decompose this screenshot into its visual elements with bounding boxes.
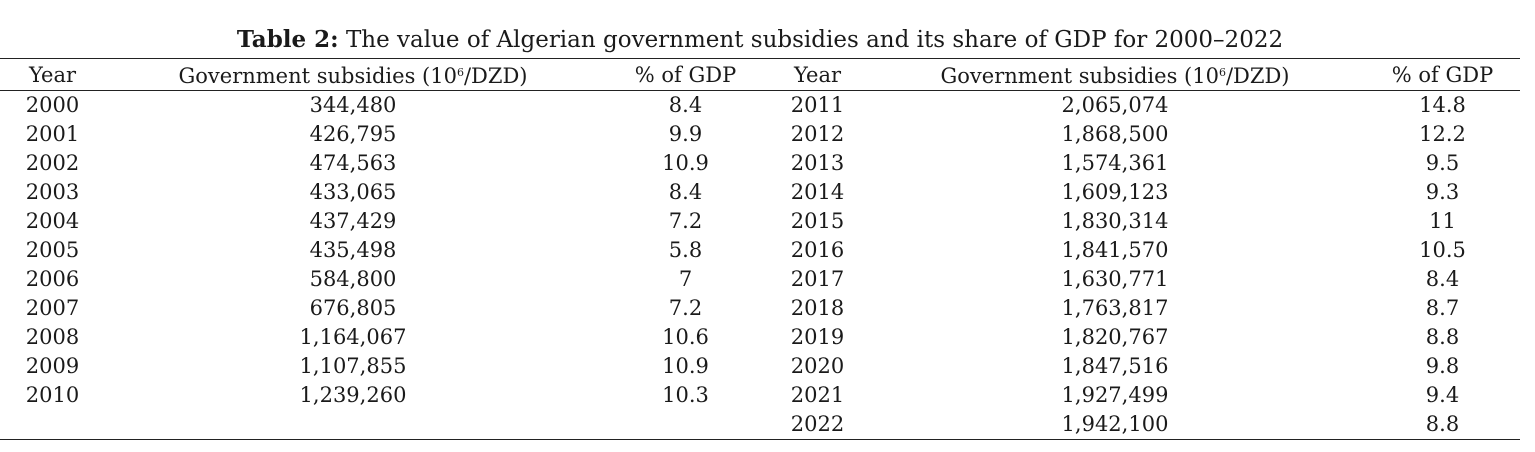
cell-gdp-right: 9.5 bbox=[1425, 151, 1460, 175]
cell-year-left: 2010 bbox=[25, 383, 80, 407]
cell-gdp-left: 10.3 bbox=[662, 383, 709, 407]
cell-year-right: 2011 bbox=[790, 93, 845, 117]
cell-gdp-left: 10.9 bbox=[662, 354, 709, 378]
cell-subsidies-right: 2,065,074 bbox=[1061, 93, 1169, 117]
cell-gdp-left: 8.4 bbox=[668, 180, 703, 204]
cell-subsidies-right: 1,630,771 bbox=[1061, 267, 1169, 291]
cell-subsidies-right: 1,763,817 bbox=[1061, 296, 1169, 320]
cell-year-left: 2005 bbox=[25, 238, 80, 262]
table-row: 2001 426,795 9.9 2012 1,868,500 12.2 bbox=[0, 120, 1520, 149]
cell-year-right: 2019 bbox=[790, 325, 845, 349]
cell-gdp-left: 7.2 bbox=[668, 296, 703, 320]
cell-gdp-right: 8.4 bbox=[1425, 267, 1460, 291]
table-body: 2000 344,480 8.4 2011 2,065,074 14.8 2001 426,7… bbox=[0, 91, 1520, 440]
cell-gdp-right: 8.7 bbox=[1425, 296, 1460, 320]
cell-gdp-right: 12.2 bbox=[1419, 122, 1466, 146]
cell-gdp-right: 11 bbox=[1429, 209, 1456, 233]
cell-year-right: 2017 bbox=[790, 267, 845, 291]
cell-subsidies-left: 584,800 bbox=[309, 267, 397, 291]
cell-year-right: 2012 bbox=[790, 122, 845, 146]
header-subsidies-right: Government subsidies (106/DZD) bbox=[865, 58, 1365, 91]
cell-year-right: 2018 bbox=[790, 296, 845, 320]
cell-subsidies-left: 1,164,067 bbox=[299, 325, 407, 349]
cell-year-left: 2009 bbox=[25, 354, 80, 378]
cell-subsidies-right: 1,868,500 bbox=[1061, 122, 1169, 146]
cell-subsidies-right: 1,942,100 bbox=[865, 410, 1365, 440]
cell-year-left: 2008 bbox=[25, 325, 80, 349]
cell-gdp-left: 10.9 bbox=[662, 151, 709, 175]
cell-gdp-left: 7 bbox=[678, 267, 693, 291]
table-row: 2022 1,942,100 8.8 bbox=[0, 410, 1520, 440]
cell-subsidies-right: 1,820,767 bbox=[1061, 325, 1169, 349]
cell-subsidies-right: 1,841,570 bbox=[1061, 238, 1169, 262]
header-year-left: Year bbox=[0, 58, 105, 91]
cell-year-right: 2022 bbox=[770, 410, 865, 440]
cell-subsidies-right: 1,830,314 bbox=[1061, 209, 1169, 233]
cell-gdp-right: 14.8 bbox=[1419, 93, 1466, 117]
cell-subsidies-right: 1,847,516 bbox=[1061, 354, 1169, 378]
cell-year-left: 2000 bbox=[25, 93, 80, 117]
cell-year-left: 2003 bbox=[25, 180, 80, 204]
table-row: 2003 433,065 8.4 2014 1,609,123 9.3 bbox=[0, 178, 1520, 207]
cell-year-right: 2014 bbox=[790, 180, 845, 204]
cell-year-left: 2007 bbox=[25, 296, 80, 320]
cell-subsidies-left: 1,107,855 bbox=[299, 354, 407, 378]
cell-subsidies-right: 1,927,499 bbox=[1061, 383, 1169, 407]
table-row: 2008 1,164,067 10.6 2019 1,820,767 8.8 bbox=[0, 323, 1520, 352]
table-row: 2002 474,563 10.9 2013 1,574,361 9.5 bbox=[0, 149, 1520, 178]
table-header-row: Year Government subsidies (106/DZD) % of… bbox=[0, 58, 1520, 91]
cell-year-right: 2016 bbox=[790, 238, 845, 262]
header-gdp-right: % of GDP bbox=[1365, 58, 1520, 91]
cell-subsidies-left: 426,795 bbox=[309, 122, 397, 146]
table-row: 2007 676,805 7.2 2018 1,763,817 8.7 bbox=[0, 294, 1520, 323]
cell-year-right: 2021 bbox=[790, 383, 845, 407]
cell-gdp-left: 10.6 bbox=[662, 325, 709, 349]
table-caption-label: Table 2: bbox=[236, 26, 339, 53]
cell-subsidies-left bbox=[105, 410, 601, 440]
table-row: 2005 435,498 5.8 2016 1,841,570 10.5 bbox=[0, 236, 1520, 265]
cell-gdp-left: 9.9 bbox=[668, 122, 703, 146]
table-caption: Table 2: The value of Algerian governmen… bbox=[0, 24, 1520, 56]
cell-subsidies-right: 1,574,361 bbox=[1061, 151, 1169, 175]
table-caption-text: The value of Algerian government subsidi… bbox=[345, 27, 1284, 53]
cell-year-right: 2020 bbox=[790, 354, 845, 378]
header-gdp-left: % of GDP bbox=[601, 58, 770, 91]
table-row: 2000 344,480 8.4 2011 2,065,074 14.8 bbox=[0, 91, 1520, 121]
cell-gdp-left: 8.4 bbox=[668, 93, 703, 117]
cell-year-left: 2002 bbox=[25, 151, 80, 175]
cell-gdp-left: 5.8 bbox=[668, 238, 703, 262]
cell-gdp-right: 9.8 bbox=[1425, 354, 1460, 378]
cell-gdp-right: 9.3 bbox=[1425, 180, 1460, 204]
cell-subsidies-left: 344,480 bbox=[309, 93, 397, 117]
table-row: 2004 437,429 7.2 2015 1,830,314 11 bbox=[0, 207, 1520, 236]
cell-subsidies-right: 1,609,123 bbox=[1061, 180, 1169, 204]
cell-gdp-left: 7.2 bbox=[668, 209, 703, 233]
subsidies-table: Year Government subsidies (106/DZD) % of… bbox=[0, 58, 1520, 440]
table-row: 2010 1,239,260 10.3 2021 1,927,499 9.4 bbox=[0, 381, 1520, 410]
table-row: 2006 584,800 7 2017 1,630,771 8.4 bbox=[0, 265, 1520, 294]
cell-gdp-right: 8.8 bbox=[1425, 325, 1460, 349]
cell-gdp-right: 10.5 bbox=[1419, 238, 1466, 262]
cell-subsidies-left: 676,805 bbox=[309, 296, 397, 320]
header-subsidies-left: Government subsidies (106/DZD) bbox=[105, 58, 601, 91]
header-year-right: Year bbox=[770, 58, 865, 91]
table-row: 2009 1,107,855 10.9 2020 1,847,516 9.8 bbox=[0, 352, 1520, 381]
cell-year-left: 2004 bbox=[25, 209, 80, 233]
cell-gdp-right: 8.8 bbox=[1365, 410, 1520, 440]
cell-year-left bbox=[0, 410, 105, 440]
cell-year-right: 2013 bbox=[790, 151, 845, 175]
cell-subsidies-left: 1,239,260 bbox=[299, 383, 407, 407]
cell-subsidies-left: 433,065 bbox=[309, 180, 397, 204]
cell-subsidies-left: 437,429 bbox=[309, 209, 397, 233]
cell-year-right: 2015 bbox=[790, 209, 845, 233]
cell-year-left: 2006 bbox=[25, 267, 80, 291]
cell-subsidies-left: 474,563 bbox=[309, 151, 397, 175]
cell-subsidies-left: 435,498 bbox=[309, 238, 397, 262]
cell-year-left: 2001 bbox=[25, 122, 80, 146]
cell-gdp-left bbox=[601, 410, 770, 440]
cell-gdp-right: 9.4 bbox=[1425, 383, 1460, 407]
